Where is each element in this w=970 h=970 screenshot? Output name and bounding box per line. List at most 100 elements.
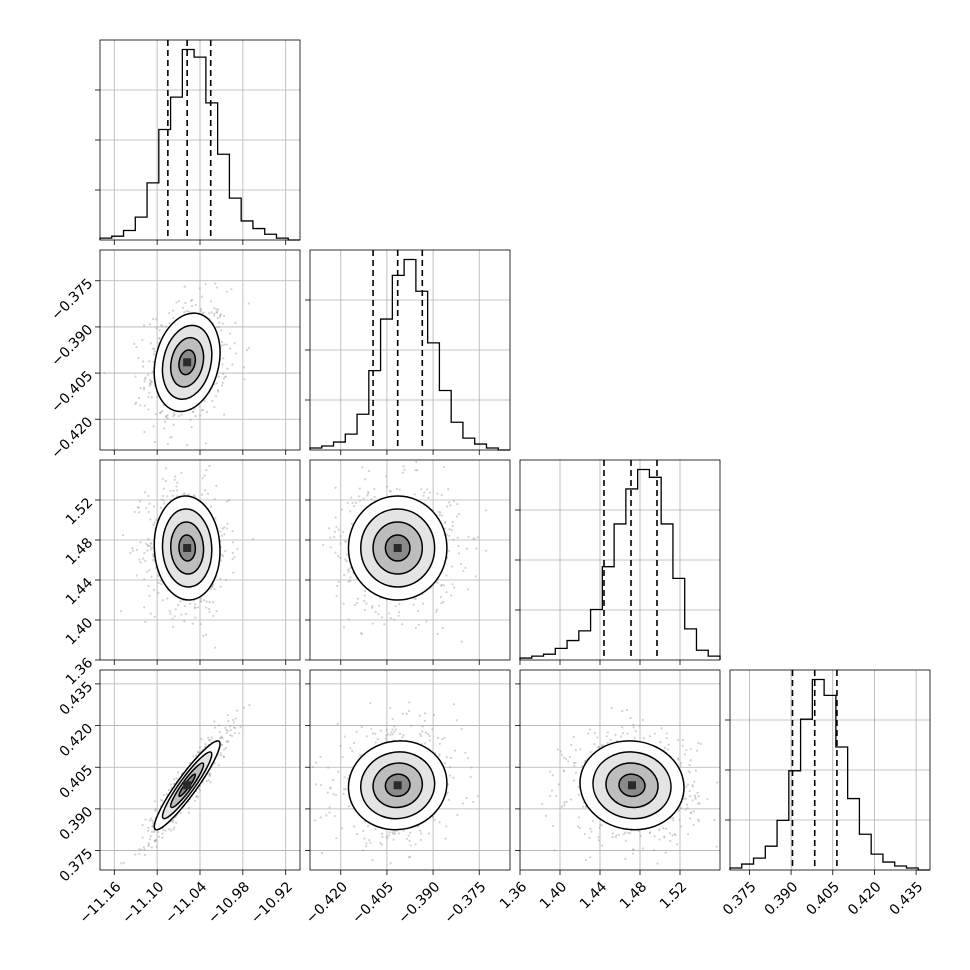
scatter-point — [142, 360, 145, 363]
scatter-point — [229, 332, 232, 335]
scatter-point — [220, 735, 223, 738]
scatter-point — [311, 765, 314, 769]
scatter-point — [339, 535, 342, 538]
scatter-point — [423, 712, 427, 715]
scatter-point — [200, 737, 203, 741]
scatter-point — [205, 600, 208, 603]
scatter-point — [366, 494, 369, 497]
scatter-point — [467, 535, 470, 538]
scatter-point — [439, 595, 443, 599]
scatter-point — [147, 585, 150, 588]
x-tick-label: −11.04 — [162, 879, 210, 927]
scatter-point — [169, 783, 172, 786]
contour-line — [579, 740, 685, 831]
scatter-point — [450, 565, 454, 568]
scatter-point — [161, 832, 164, 835]
scatter-point — [436, 737, 440, 740]
scatter-point — [214, 282, 217, 285]
density-peak — [393, 781, 402, 790]
scatter-point — [363, 589, 367, 593]
scatter-point — [217, 724, 221, 727]
scatter-point — [143, 578, 146, 581]
scatter-point — [198, 789, 201, 792]
scatter-point — [214, 394, 218, 398]
scatter-point — [426, 733, 430, 736]
scatter-point — [653, 875, 655, 877]
scatter-point — [328, 811, 331, 814]
x-tick-label: −0.375 — [442, 879, 490, 927]
scatter-point — [204, 489, 207, 492]
scatter-point — [340, 508, 344, 511]
scatter-point — [157, 581, 160, 584]
scatter-point — [160, 498, 163, 501]
scatter-point — [190, 304, 194, 308]
scatter-point — [588, 836, 591, 839]
scatter-point — [690, 811, 693, 814]
scatter-point — [359, 754, 362, 757]
histogram-bar — [309, 258, 510, 451]
scatter-point — [162, 793, 165, 797]
histogram-panel-3 — [725, 669, 931, 875]
scatter-point — [421, 602, 425, 605]
scatter-point — [334, 793, 338, 797]
scatter-point — [416, 610, 420, 613]
scatter-point — [605, 735, 608, 738]
scatter-point — [439, 584, 443, 587]
scatter-point — [684, 808, 687, 811]
y-tick-label: −0.375 — [48, 276, 96, 324]
scatter-point — [222, 755, 225, 758]
scatter-point — [398, 602, 401, 605]
scatter-point — [190, 426, 193, 429]
scatter-point — [124, 880, 126, 882]
scatter-point — [425, 620, 428, 623]
scatter-point — [462, 569, 465, 572]
scatter-point — [133, 342, 136, 345]
scatter-point — [137, 356, 140, 360]
scatter-point — [172, 316, 175, 320]
scatter-point — [476, 795, 479, 798]
scatter-point — [171, 617, 174, 620]
scatter-point — [401, 623, 404, 626]
scatter-point — [446, 791, 449, 794]
scatter-point — [159, 798, 162, 801]
scatter-point — [639, 835, 642, 838]
scatter-point — [199, 599, 202, 603]
scatter-point — [367, 838, 371, 842]
scatter-point — [570, 743, 573, 746]
scatter-point — [628, 832, 632, 835]
scatter-point — [589, 856, 592, 859]
scatter-point — [143, 853, 147, 857]
scatter-point — [367, 492, 370, 495]
scatter-point — [227, 498, 231, 502]
scatter-point — [676, 757, 680, 760]
scatter-point — [689, 747, 692, 751]
density-peak — [183, 544, 192, 552]
x-tick-label: 0.420 — [845, 879, 885, 919]
scatter-point — [363, 837, 366, 840]
scatter-point — [638, 724, 641, 727]
scatter-point — [363, 599, 366, 603]
scatter-point — [447, 549, 451, 552]
scatter-point — [367, 824, 370, 828]
scatter-point — [231, 718, 235, 722]
scatter-point — [601, 844, 604, 847]
scatter-point — [451, 524, 454, 528]
scatter-point — [335, 594, 338, 597]
scatter-point — [715, 845, 718, 848]
scatter-point — [199, 309, 203, 312]
scatter-point — [681, 744, 684, 747]
scatter-point — [175, 485, 178, 488]
scatter-point — [349, 566, 352, 569]
scatter-point — [409, 831, 412, 834]
scatter-point — [151, 825, 154, 828]
scatter-point — [158, 835, 161, 838]
scatter-point — [424, 731, 428, 734]
scatter-point — [143, 377, 146, 381]
scatter-point — [142, 846, 146, 849]
scatter-point — [141, 365, 145, 368]
scatter-point — [220, 534, 223, 538]
scatter-point — [328, 527, 331, 530]
scatter-point — [141, 557, 145, 560]
scatter-point — [370, 498, 373, 501]
scatter-point — [215, 610, 218, 613]
